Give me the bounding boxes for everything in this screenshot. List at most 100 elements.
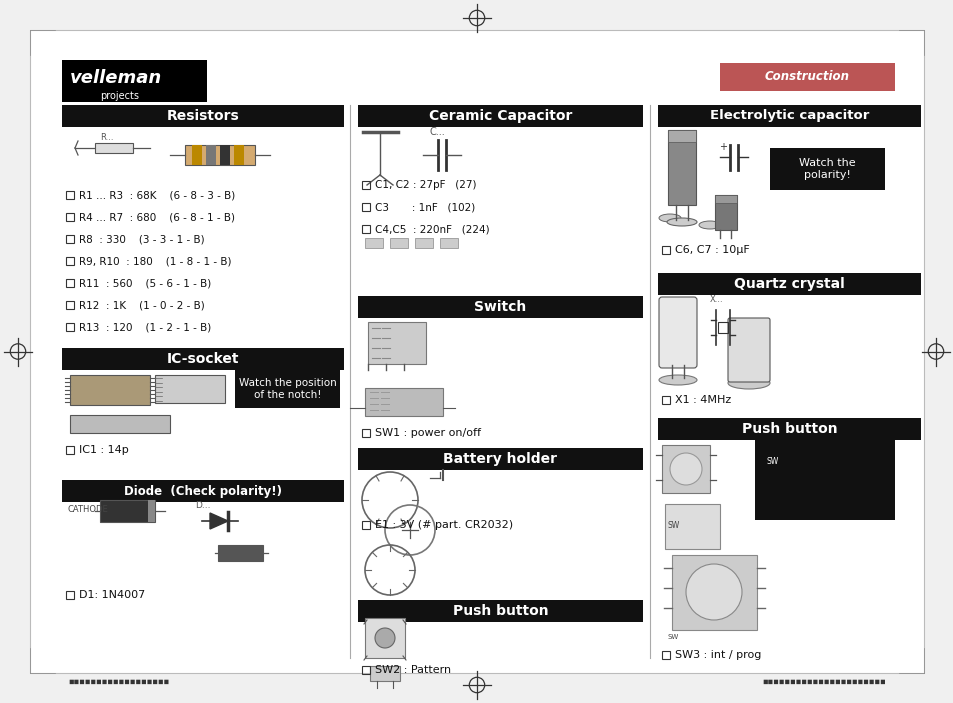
Bar <box>661 445 709 493</box>
Bar <box>361 181 370 189</box>
Bar <box>658 273 920 295</box>
Bar <box>361 203 370 211</box>
Bar <box>667 130 696 142</box>
Bar <box>361 225 370 233</box>
Bar <box>718 322 727 333</box>
Circle shape <box>685 564 741 620</box>
Text: ◾◾◾◾◾◾◾◾◾◾◾◾◾◾◾◾◾◾◾◾◾◾: ◾◾◾◾◾◾◾◾◾◾◾◾◾◾◾◾◾◾◾◾◾◾ <box>761 676 885 685</box>
Polygon shape <box>210 513 228 529</box>
Text: Resistors: Resistors <box>167 109 239 123</box>
Text: IC-socket: IC-socket <box>167 352 239 366</box>
Bar <box>361 429 370 437</box>
Bar <box>66 446 74 454</box>
Bar <box>357 448 642 470</box>
Text: Watch the position
of the notch!: Watch the position of the notch! <box>238 378 336 400</box>
Text: R...: R... <box>100 134 113 143</box>
Text: C1, C2 : 27pF   (27): C1, C2 : 27pF (27) <box>375 180 476 190</box>
Text: C6, C7 : 10μF: C6, C7 : 10μF <box>675 245 749 255</box>
Text: R11  : 560    (5 - 6 - 1 - B): R11 : 560 (5 - 6 - 1 - B) <box>79 278 211 288</box>
Bar <box>148 500 154 522</box>
Text: R1 ... R3  : 68K    (6 - 8 - 3 - B): R1 ... R3 : 68K (6 - 8 - 3 - B) <box>79 190 235 200</box>
Text: R13  : 120    (1 - 2 - 1 - B): R13 : 120 (1 - 2 - 1 - B) <box>79 322 211 332</box>
Bar <box>357 105 642 127</box>
Bar <box>66 301 74 309</box>
Ellipse shape <box>666 218 697 226</box>
Text: SW: SW <box>667 634 679 640</box>
Bar <box>66 191 74 199</box>
Bar <box>66 213 74 221</box>
Circle shape <box>375 628 395 648</box>
Bar <box>370 666 399 681</box>
Bar <box>390 238 408 248</box>
Text: R8  : 330    (3 - 3 - 1 - B): R8 : 330 (3 - 3 - 1 - B) <box>79 234 204 244</box>
Circle shape <box>669 453 701 485</box>
Text: Ceramic Capacitor: Ceramic Capacitor <box>428 109 572 123</box>
Bar <box>62 348 344 370</box>
Bar <box>70 415 170 433</box>
Bar <box>154 375 225 403</box>
Bar <box>365 618 405 658</box>
Text: Switch: Switch <box>474 300 526 314</box>
Bar <box>192 145 202 165</box>
Bar <box>218 545 263 561</box>
Text: Electrolytic capacitor: Electrolytic capacitor <box>709 110 868 122</box>
Bar <box>714 195 737 203</box>
Text: SW: SW <box>667 520 679 529</box>
Bar <box>415 238 433 248</box>
Bar <box>66 257 74 265</box>
Bar <box>62 105 344 127</box>
Bar <box>185 145 254 165</box>
Bar <box>661 651 669 659</box>
Text: +: + <box>719 142 726 152</box>
Bar <box>664 504 720 549</box>
Text: E1 : 3V (# part. CR2032): E1 : 3V (# part. CR2032) <box>375 520 513 530</box>
Bar <box>661 396 669 404</box>
Text: Quartz crystal: Quartz crystal <box>734 277 844 291</box>
Bar <box>62 60 207 102</box>
Bar <box>206 145 215 165</box>
Text: C3       : 1nF   (102): C3 : 1nF (102) <box>375 202 475 212</box>
Bar <box>769 148 884 190</box>
Bar <box>714 195 737 230</box>
Bar <box>754 440 894 520</box>
Text: D...: D... <box>194 501 211 510</box>
Bar <box>66 323 74 331</box>
Bar <box>233 145 244 165</box>
Bar <box>667 130 696 205</box>
Bar <box>439 238 457 248</box>
Text: ◾◾◾◾◾◾◾◾◾◾◾◾◾◾◾◾◾◾: ◾◾◾◾◾◾◾◾◾◾◾◾◾◾◾◾◾◾ <box>68 676 169 685</box>
FancyBboxPatch shape <box>659 297 697 368</box>
Bar <box>658 418 920 440</box>
Text: CATHODE: CATHODE <box>68 505 109 515</box>
Text: projects: projects <box>100 91 139 101</box>
Text: D1: 1N4007: D1: 1N4007 <box>79 590 145 600</box>
Text: Push button: Push button <box>740 422 837 436</box>
Bar <box>66 279 74 287</box>
Text: R9, R10  : 180    (1 - 8 - 1 - B): R9, R10 : 180 (1 - 8 - 1 - B) <box>79 256 232 266</box>
Bar <box>62 480 344 502</box>
FancyBboxPatch shape <box>727 318 769 382</box>
Text: SW1 : power on/off: SW1 : power on/off <box>375 428 480 438</box>
Bar <box>720 63 894 91</box>
Bar <box>365 388 442 416</box>
Ellipse shape <box>659 375 697 385</box>
Text: Watch the
polarity!: Watch the polarity! <box>799 158 855 180</box>
Text: velleman: velleman <box>70 69 162 87</box>
Bar <box>95 143 132 153</box>
Text: SW: SW <box>766 458 779 467</box>
Ellipse shape <box>727 377 769 389</box>
Text: SW2 : Pattern: SW2 : Pattern <box>375 665 451 675</box>
Text: C...: C... <box>430 127 445 137</box>
Bar <box>361 666 370 674</box>
Bar <box>234 370 339 408</box>
Bar <box>220 145 230 165</box>
Text: Diode  (Check polarity!): Diode (Check polarity!) <box>124 484 282 498</box>
Text: X...: X... <box>709 295 723 304</box>
Text: SW3 : int / prog: SW3 : int / prog <box>675 650 760 660</box>
Bar <box>671 555 757 630</box>
Bar <box>70 375 150 405</box>
Text: X1 : 4MHz: X1 : 4MHz <box>675 395 731 405</box>
Bar <box>368 322 426 364</box>
Bar <box>66 591 74 599</box>
Ellipse shape <box>659 214 680 222</box>
